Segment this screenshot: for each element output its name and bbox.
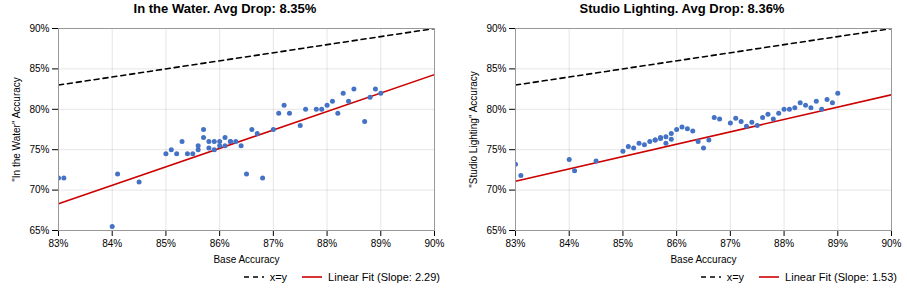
svg-text:83%: 83% <box>505 238 525 249</box>
svg-text:88%: 88% <box>317 238 337 249</box>
svg-text:80%: 80% <box>486 104 506 115</box>
svg-text:86%: 86% <box>667 238 687 249</box>
svg-text:87%: 87% <box>263 238 283 249</box>
svg-text:89%: 89% <box>371 238 391 249</box>
svg-text:Base Accuracy: Base Accuracy <box>670 254 736 265</box>
html-text:Linear Fit (Slope: 1.53): Linear Fit (Slope: 1.53) <box>785 271 897 283</box>
svg-text:85%: 85% <box>156 238 176 249</box>
svg-text:"Studio Lighting" Accuracy: "Studio Lighting" Accuracy <box>468 71 479 188</box>
svg-text:80%: 80% <box>29 104 49 115</box>
svg-text:75%: 75% <box>486 144 506 155</box>
html-text:In the Water. Avg Drop: 8.35%: In the Water. Avg Drop: 8.35% <box>133 1 317 16</box>
svg-text:84%: 84% <box>102 238 122 249</box>
svg-text:75%: 75% <box>29 144 49 155</box>
svg-text:70%: 70% <box>486 184 506 195</box>
svg-text:84%: 84% <box>559 238 579 249</box>
svg-text:Base Accuracy: Base Accuracy <box>213 254 279 265</box>
html-text:x=y: x=y <box>269 271 288 283</box>
svg-text:70%: 70% <box>29 184 49 195</box>
svg-text:83%: 83% <box>48 238 68 249</box>
svg-text:87%: 87% <box>720 238 740 249</box>
svg-text:90%: 90% <box>881 238 901 249</box>
svg-text:85%: 85% <box>29 63 49 74</box>
svg-text:85%: 85% <box>486 63 506 74</box>
svg-text:65%: 65% <box>29 225 49 236</box>
svg-text:89%: 89% <box>828 238 848 249</box>
svg-text:86%: 86% <box>210 238 230 249</box>
svg-text:88%: 88% <box>774 238 794 249</box>
html-text:Studio Lighting. Avg Drop: 8.3: Studio Lighting. Avg Drop: 8.36% <box>579 1 785 16</box>
html-text:Linear Fit (Slope: 2.29): Linear Fit (Slope: 2.29) <box>328 271 440 283</box>
svg-text:"In the Water" Accuracy: "In the Water" Accuracy <box>11 77 22 182</box>
svg-text:65%: 65% <box>486 225 506 236</box>
html-text:x=y: x=y <box>726 271 745 283</box>
svg-text:90%: 90% <box>486 23 506 34</box>
svg-text:85%: 85% <box>613 238 633 249</box>
svg-text:90%: 90% <box>424 238 444 249</box>
svg-text:90%: 90% <box>29 23 49 34</box>
